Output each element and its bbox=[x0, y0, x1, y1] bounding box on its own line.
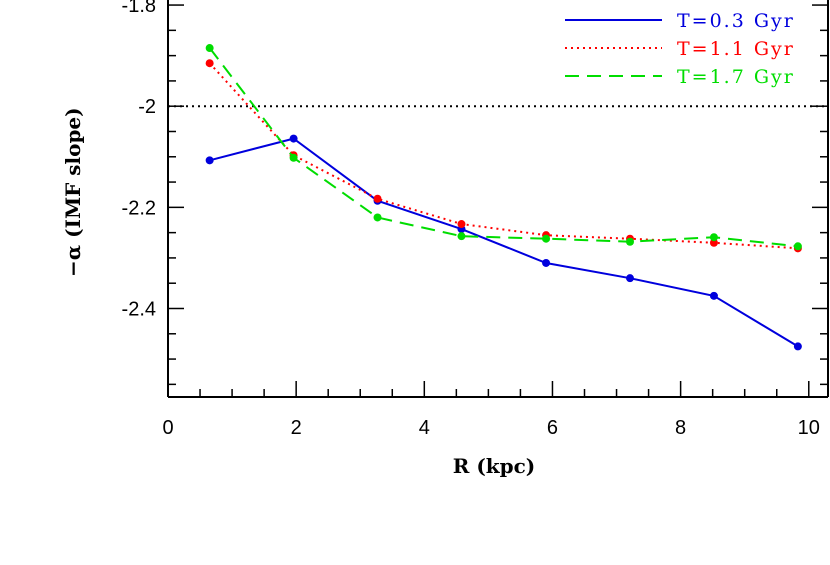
series-line bbox=[208, 47, 799, 248]
plot-frame bbox=[167, 0, 829, 398]
data-point bbox=[373, 213, 382, 222]
data-point bbox=[205, 156, 214, 165]
legend-label: T=0.3 Gyr bbox=[677, 10, 795, 32]
data-point bbox=[709, 291, 718, 300]
series-line bbox=[209, 137, 799, 348]
data-point bbox=[709, 233, 718, 242]
legend-label: T=1.7 Gyr bbox=[677, 66, 795, 88]
data-point bbox=[793, 342, 802, 351]
x-tick-label: 6 bbox=[547, 417, 558, 439]
y-tick-label: -2.2 bbox=[122, 197, 156, 219]
series-line bbox=[208, 62, 798, 250]
data-point bbox=[626, 274, 634, 283]
data-point bbox=[457, 232, 466, 241]
x-tick-label: 8 bbox=[675, 417, 686, 439]
data-point bbox=[542, 234, 551, 243]
series-3 bbox=[205, 44, 802, 251]
x-tick-label: 10 bbox=[798, 417, 820, 439]
data-point bbox=[626, 237, 634, 246]
y-tick-label: -2 bbox=[138, 96, 156, 118]
series-layer bbox=[205, 44, 802, 351]
data-point bbox=[542, 258, 551, 267]
y-tick-label: -2.4 bbox=[122, 298, 156, 320]
legend: T=0.3 Gyr T=1.1 Gyr T=1.7 Gyr bbox=[565, 10, 795, 88]
y-axis-title: −α (IMF slope) bbox=[61, 107, 85, 277]
y-tick-label: -1.8 bbox=[122, 0, 156, 17]
x-tick-label: 0 bbox=[162, 417, 173, 439]
data-point bbox=[793, 242, 802, 251]
axis-ticks bbox=[167, 4, 828, 397]
series-1 bbox=[205, 134, 802, 351]
data-point bbox=[289, 134, 298, 143]
data-point bbox=[289, 153, 298, 162]
data-point bbox=[205, 44, 214, 53]
data-point bbox=[373, 194, 382, 203]
data-point bbox=[205, 59, 214, 68]
legend-label: T=1.1 Gyr bbox=[677, 38, 795, 60]
x-tick-label: 2 bbox=[291, 417, 302, 439]
data-point bbox=[457, 220, 466, 229]
x-tick-label: 4 bbox=[419, 417, 430, 439]
tick-labels: 0 2 4 6 8 10 -2.4 -2.2 -2 -1.8 bbox=[122, 0, 820, 439]
data-point bbox=[709, 238, 718, 247]
x-axis-title: R (kpc) bbox=[453, 454, 536, 478]
